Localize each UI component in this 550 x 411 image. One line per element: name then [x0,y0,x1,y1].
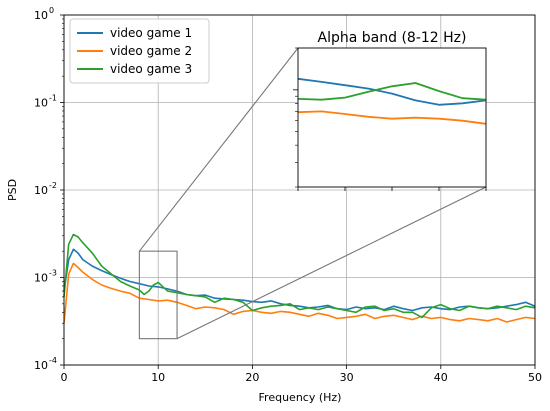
x-tick-label: 0 [61,371,68,384]
inset-series-line [297,77,487,106]
y-tick-label: 10 [34,359,48,372]
inset-series-line [297,82,487,101]
y-tick-label: 10 [34,9,48,22]
x-tick-label: 30 [340,371,354,384]
y-tick-exponent: 0 [49,6,54,15]
y-tick-exponent: -1 [49,94,57,103]
series-line [63,248,536,312]
y-tick-label: 10 [34,272,48,285]
series-line [63,262,536,324]
y-tick-exponent: -3 [49,269,57,278]
x-tick-label: 10 [151,371,165,384]
y-tick-exponent: -2 [49,181,57,190]
inset-chart [293,47,487,191]
legend: video game 1 video game 2 video game 3 [69,18,210,84]
y-axis-label: PSD [6,179,19,201]
zoom-connector-lines [138,47,487,340]
x-axis-label: Frequency (Hz) [259,391,342,404]
legend-label: video game 3 [110,62,192,76]
y-tick-label: 10 [34,184,48,197]
zoom-box [138,250,178,340]
x-tick-label: 50 [528,371,542,384]
x-tick-label: 20 [245,371,259,384]
x-tick-label: 40 [434,371,448,384]
series-line [63,233,536,319]
legend-box [69,18,210,84]
y-tick-exponent: -4 [49,356,57,365]
inset-series-line [297,110,487,125]
zoom-connector [176,186,487,340]
legend-label: video game 2 [110,44,192,58]
legend-label: video game 1 [110,26,192,40]
main-series [63,233,536,324]
y-tick-label: 10 [34,97,48,110]
inset-title: Alpha band (8-12 Hz) [318,30,467,46]
inset-background [298,48,486,187]
zoom-connector [138,47,299,252]
